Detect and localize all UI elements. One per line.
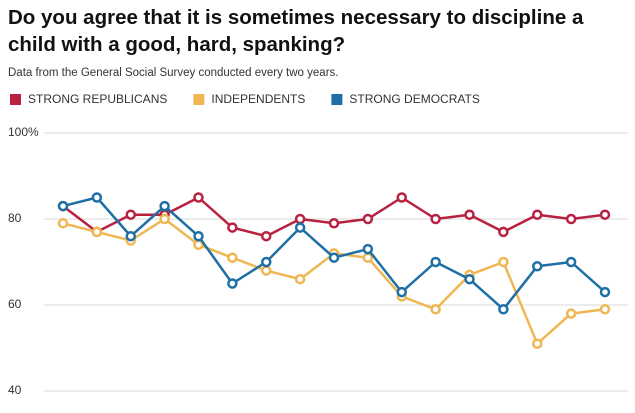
y-tick-label: 80 <box>8 211 22 225</box>
data-point <box>193 230 204 242</box>
data-point <box>430 213 441 225</box>
data-point <box>227 222 238 233</box>
data-point <box>57 200 69 212</box>
y-tick-label: 100% <box>8 125 39 139</box>
data-point <box>193 192 204 203</box>
y-tick-label: 40 <box>8 383 22 397</box>
data-point <box>294 273 306 285</box>
data-point <box>396 192 407 203</box>
data-point <box>464 209 475 220</box>
data-point <box>362 243 374 255</box>
data-point <box>261 230 272 242</box>
chart-title: Do you agree that it is sometimes necess… <box>8 6 584 56</box>
data-point <box>159 200 170 212</box>
data-point <box>532 209 543 220</box>
legend-label: STRONG DEMOCRATS <box>349 92 479 106</box>
legend-swatch <box>193 94 205 105</box>
series-line <box>62 196 606 238</box>
data-point <box>565 308 577 319</box>
data-point <box>498 256 509 268</box>
data-point <box>227 278 238 289</box>
y-tick-label: 60 <box>8 297 22 311</box>
data-point <box>599 286 611 298</box>
data-point <box>599 209 611 220</box>
legend-swatch <box>331 94 343 105</box>
data-point <box>532 338 543 349</box>
data-point <box>464 273 475 285</box>
data-point <box>294 222 306 233</box>
data-point <box>261 265 272 276</box>
legend-swatch <box>10 94 21 105</box>
data-point <box>294 213 306 225</box>
legend-label: INDEPENDENTS <box>211 92 305 106</box>
data-point <box>498 304 509 315</box>
data-point <box>328 252 340 263</box>
data-point <box>57 218 69 229</box>
data-point <box>91 226 103 238</box>
data-point <box>125 230 136 242</box>
data-point <box>91 192 103 203</box>
data-point <box>396 286 407 298</box>
data-point <box>430 256 441 268</box>
data-point <box>159 213 170 225</box>
data-point <box>532 261 543 272</box>
chart-subtitle: Data from the General Social Survey cond… <box>8 67 339 79</box>
data-point <box>565 213 577 225</box>
data-point <box>565 256 577 268</box>
series-line <box>62 217 606 345</box>
data-point <box>125 209 136 220</box>
data-point <box>227 252 238 263</box>
data-point <box>599 304 611 315</box>
data-point <box>261 256 272 268</box>
data-point <box>498 226 509 238</box>
data-point <box>362 252 374 263</box>
legend-label: STRONG REPUBLICANS <box>28 92 167 106</box>
data-point <box>430 304 441 315</box>
data-point <box>328 218 340 229</box>
data-point <box>362 213 374 225</box>
